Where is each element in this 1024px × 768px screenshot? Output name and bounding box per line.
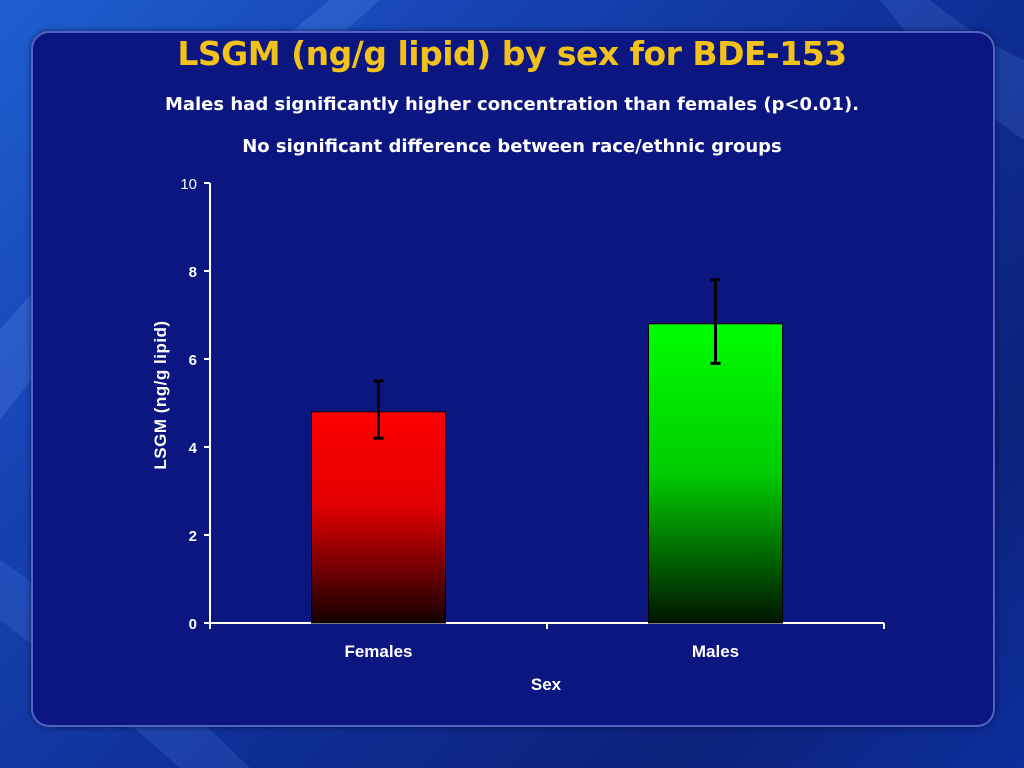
bar-females — [311, 411, 446, 624]
bar-males — [648, 323, 783, 624]
slide-subtitle-significance: Males had significantly higher concentra… — [164, 94, 860, 115]
y-tick-label: 4 — [189, 440, 198, 457]
y-tick-label: 8 — [189, 264, 197, 281]
content-panel — [31, 31, 995, 727]
x-tick-label-males: Males — [692, 642, 739, 661]
x-axis-title: Sex — [531, 675, 562, 694]
x-tick-label-females: Females — [344, 642, 412, 661]
slide-title: LSGM (ng/g lipid) by sex for BDE-153 — [177, 34, 847, 73]
y-tick-label: 0 — [189, 616, 197, 633]
y-axis-title: LSGM (ng/g lipid) — [151, 320, 170, 469]
y-tick-label: 2 — [189, 528, 197, 545]
y-tick-label: 10 — [180, 176, 197, 193]
y-tick-label: 6 — [189, 352, 197, 369]
slide-subtitle-race: No significant difference between race/e… — [242, 136, 782, 157]
